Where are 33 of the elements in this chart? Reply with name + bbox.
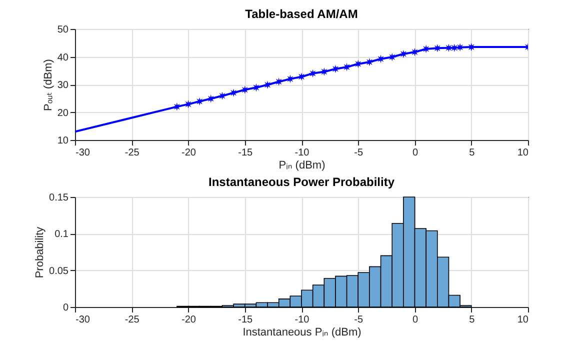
x-axis-title: Instantaneous Pᵢₙ (dBm) <box>242 326 362 338</box>
x-tick-label: -30 <box>76 314 90 326</box>
x-tick-label: -20 <box>182 314 196 326</box>
x-tick-label: 5 <box>469 314 476 326</box>
x-tick-label: -10 <box>294 148 310 158</box>
x-tick-label: -5 <box>354 148 364 158</box>
x-tick-label: -15 <box>238 148 254 158</box>
y-tick-label: 20 <box>57 108 69 119</box>
x-tick-label: 10 <box>517 314 529 326</box>
y-tick-label: 30 <box>57 80 69 91</box>
y-axis-title: Probability <box>34 226 46 278</box>
chart-title: Instantaneous Power Probability <box>208 175 395 189</box>
y-tick-label: 0 <box>62 302 69 314</box>
y-axis-title: Pₒᵤₜ (dBm) <box>42 59 54 111</box>
x-tick-label: 0 <box>412 314 418 326</box>
x-tick-label: -15 <box>238 314 254 326</box>
y-tick-label: 0.1 <box>54 229 69 240</box>
x-tick-label: 10 <box>517 148 529 158</box>
x-tick-label: -25 <box>124 314 140 326</box>
y-tick-label: 0.05 <box>49 266 69 277</box>
x-tick-label: -30 <box>76 148 90 158</box>
y-tick-label: 0.15 <box>49 192 69 204</box>
x-tick-label: 0 <box>412 148 418 158</box>
y-tick-label: 40 <box>57 52 69 64</box>
x-tick-label: 5 <box>469 148 476 158</box>
chart-title: Table-based AM/AM <box>245 7 358 21</box>
x-tick-label: -25 <box>124 148 140 158</box>
x-tick-label: -10 <box>294 314 310 326</box>
x-axis-title: Pᵢₙ (dBm) <box>278 160 326 172</box>
y-tick-label: 50 <box>57 24 69 36</box>
y-tick-label: 10 <box>57 136 69 146</box>
x-tick-label: -5 <box>354 314 364 326</box>
x-tick-label: -20 <box>182 148 196 158</box>
